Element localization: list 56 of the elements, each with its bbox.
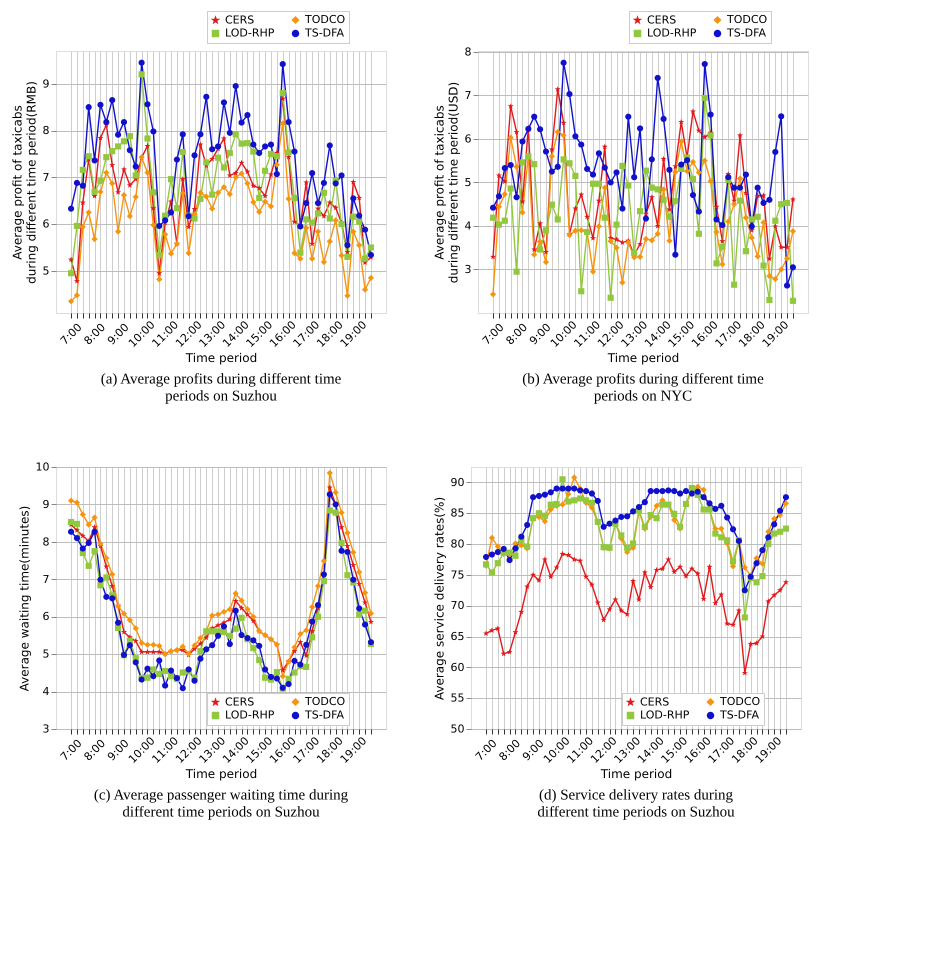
y-tick-label: 8 xyxy=(42,124,50,138)
legend-label: TS-DFA xyxy=(304,708,344,722)
y-tick-label: 7 xyxy=(42,170,50,184)
text: (b) Average profits during different time periods on NYC xyxy=(522,372,764,405)
x-axis-title: Time period xyxy=(184,351,258,366)
y-tick-label: 5 xyxy=(464,176,472,189)
y-tick-label: 5 xyxy=(42,648,50,661)
y-axis-title: Average profit of taxicabs during different time period(RMB) xyxy=(10,81,38,284)
y-tick-label: 9 xyxy=(42,77,50,90)
y-tick-label: 6 xyxy=(42,610,50,624)
legend-label: TS-DFA xyxy=(719,708,760,722)
y-tick-label: 4 xyxy=(464,219,472,232)
x-axis-title: Time period xyxy=(606,351,680,366)
y-tick-label: 6 xyxy=(42,218,50,231)
legend-label: TODCO xyxy=(304,694,346,708)
y-tick-label: 75 xyxy=(450,568,464,582)
legend-label: CERS xyxy=(640,695,670,708)
text: (c) Average passenger waiting time during different time periods on Suzhou xyxy=(94,788,349,821)
y-axis-title: Average waiting time(minutes) xyxy=(18,506,32,692)
y-tick-label: 10 xyxy=(36,460,50,474)
y-tick-label: 50 xyxy=(450,722,464,736)
legend-label: TODCO xyxy=(304,12,346,26)
legend-label: TS-DFA xyxy=(304,26,344,40)
y-tick-label: 55 xyxy=(450,692,464,705)
text: (d) Service delivery rates during different time periods on Suzhou xyxy=(537,788,736,821)
text: (a) Average profits during different time periods on Suzhou xyxy=(100,372,342,405)
x-axis-title: Time period xyxy=(184,767,258,782)
y-tick-label: 7 xyxy=(42,572,50,586)
legend-label: TODCO xyxy=(726,12,768,26)
y-tick-label: 9 xyxy=(42,498,50,511)
legend-label: LOD-RHP xyxy=(647,26,697,40)
y-tick-label: 70 xyxy=(450,599,464,612)
y-tick-label: 7 xyxy=(464,88,472,102)
y-tick-label: 60 xyxy=(450,660,464,674)
legend-label: LOD-RHP xyxy=(225,26,275,40)
y-tick-label: 80 xyxy=(450,538,464,551)
y-tick-label: 3 xyxy=(464,262,472,276)
legend-label: CERS xyxy=(225,695,254,708)
y-axis-title: Average profit of taxicabs during different time period(USD) xyxy=(432,82,460,284)
y-tick-label: 5 xyxy=(42,264,50,278)
y-tick-label: 90 xyxy=(450,476,464,489)
legend-label: CERS xyxy=(225,13,254,26)
x-axis-title: Time period xyxy=(600,767,672,782)
y-tick-label: 6 xyxy=(464,132,472,146)
legend-label: TODCO xyxy=(719,694,761,708)
legend-label: CERS xyxy=(647,13,676,26)
legend-label: LOD-RHP xyxy=(225,708,275,722)
y-tick-label: 85 xyxy=(450,506,464,520)
y-tick-label: 8 xyxy=(42,535,50,548)
y-tick-label: 8 xyxy=(464,45,472,58)
legend-label: LOD-RHP xyxy=(640,708,690,722)
y-axis-title: Average service delivery rates(%) xyxy=(432,496,447,700)
y-tick-label: 3 xyxy=(42,722,50,736)
legend-label: TS-DFA xyxy=(726,26,766,40)
y-tick-label: 4 xyxy=(42,685,50,698)
y-tick-label: 65 xyxy=(450,630,464,644)
